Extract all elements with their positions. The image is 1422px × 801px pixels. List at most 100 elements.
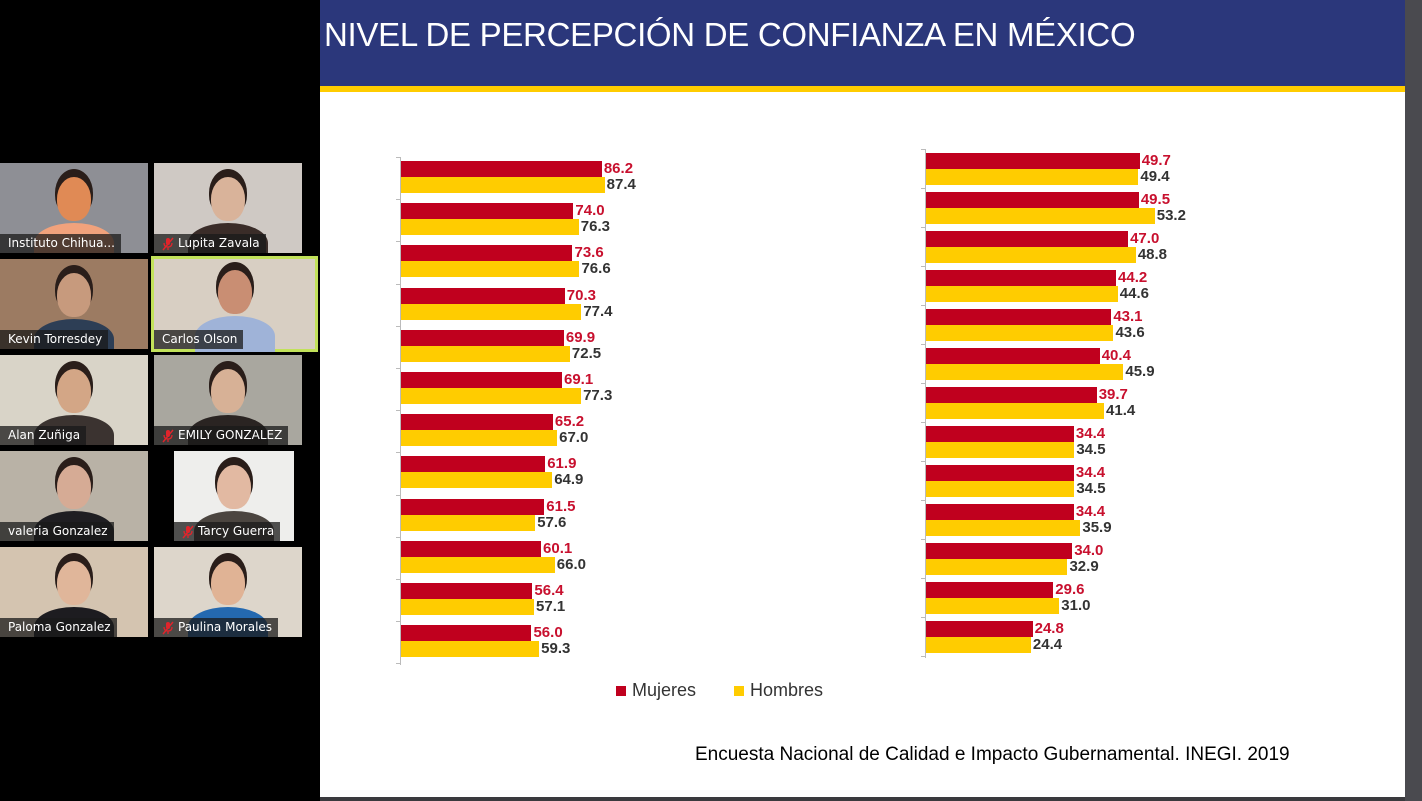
bar-hombres — [926, 403, 1105, 419]
bar-mujeres — [926, 426, 1074, 442]
data-label-hombres: 59.3 — [541, 640, 571, 658]
participant-tile[interactable]: Paloma Gonzalez — [0, 547, 148, 637]
participant-gallery: Instituto Chihua... Lupita Zavala Kevin To… — [0, 0, 320, 801]
bar-hombres — [926, 481, 1075, 497]
data-label-hombres: 64.9 — [554, 471, 584, 489]
bar-mujeres — [401, 203, 574, 220]
participant-name: Paulina Morales — [178, 620, 273, 634]
chart-legend: Mujeres Hombres — [616, 680, 823, 701]
participant-tile[interactable]: EMILY GONZALEZ — [154, 355, 302, 445]
bar-mujeres — [401, 625, 532, 642]
panel-1-axis-tick — [396, 494, 400, 496]
panel-2-axis-tick — [921, 500, 925, 501]
panel-2-axis-tick — [921, 539, 925, 540]
panel-2-axis-tick — [921, 422, 925, 423]
participant-name-label: Paloma Gonzalez — [0, 618, 117, 637]
participant-name: Paloma Gonzalez — [8, 620, 111, 634]
header-accent-line — [320, 86, 1405, 92]
slide-title: NIVEL DE PERCEPCIÓN DE CONFIANZA EN MÉXI… — [324, 16, 1136, 53]
bar-hombres — [926, 637, 1031, 653]
participant-tile[interactable]: Carlos Olson — [151, 256, 318, 352]
panel-2-axis-tick — [921, 344, 925, 345]
panel-2-axis-tick — [921, 149, 925, 150]
data-label-hombres: 44.6 — [1119, 285, 1149, 302]
participant-name-label: Instituto Chihua... — [0, 234, 121, 253]
data-label-mujeres: 73.6 — [574, 244, 604, 262]
data-label-mujeres: 34.4 — [1075, 503, 1106, 520]
bar-mujeres — [401, 161, 602, 177]
data-label-hombres: 76.3 — [580, 218, 610, 236]
slide-header-bar: NIVEL DE PERCEPCIÓN DE CONFIANZA EN MÉXI… — [320, 0, 1405, 86]
participant-name-label: Alan Zuñiga — [0, 426, 87, 445]
shared-screen-slide: NIVEL DE PERCEPCIÓN DE CONFIANZA EN MÉXI… — [320, 0, 1405, 801]
participant-tile[interactable]: Lupita Zavala — [154, 163, 302, 253]
participant-video-face — [211, 561, 245, 605]
participant-name-label: Kevin Torresdey — [0, 330, 109, 349]
bar-mujeres — [926, 465, 1074, 481]
data-label-mujeres: 24.8 — [1034, 620, 1064, 637]
participant-tile[interactable]: Paulina Morales — [154, 547, 302, 637]
panel-1-axis-tick — [396, 157, 400, 158]
data-label-hombres: 43.6 — [1115, 324, 1145, 341]
panel-1-axis-tick — [396, 452, 400, 454]
bar-mujeres — [926, 192, 1139, 208]
data-label-hombres: 32.9 — [1069, 558, 1099, 575]
panel-2-axis-tick — [921, 578, 925, 579]
bar-hombres — [926, 442, 1075, 458]
participant-tile[interactable]: Instituto Chihua... — [0, 163, 148, 253]
participant-video-face — [217, 465, 251, 509]
data-label-mujeres: 61.5 — [546, 497, 576, 515]
panel-2-axis — [925, 149, 926, 658]
panel-2-axis-tick — [921, 227, 925, 228]
participant-tile[interactable]: Kevin Torresdey — [0, 259, 148, 349]
data-label-hombres: 72.5 — [571, 344, 602, 362]
participant-name: Tarcy Guerra — [198, 524, 275, 538]
data-label-mujeres: 69.1 — [564, 371, 594, 388]
participant-name: valeria Gonzalez — [8, 524, 108, 538]
data-label-mujeres: 44.2 — [1118, 269, 1148, 286]
bar-mujeres — [926, 270, 1117, 286]
bar-hombres — [401, 303, 582, 320]
panel-1-axis-tick — [396, 536, 400, 538]
bar-mujeres — [926, 543, 1073, 559]
bar-hombres — [926, 169, 1139, 185]
data-label-mujeres: 74.0 — [575, 202, 605, 220]
participant-tile[interactable]: Tarcy Guerra — [174, 451, 294, 541]
window-bottom-edge — [320, 797, 1405, 801]
slide-source-citation: Encuesta Nacional de Calidad e Impacto G… — [695, 744, 1290, 765]
bar-mujeres — [926, 231, 1129, 247]
data-label-hombres: 53.2 — [1156, 207, 1186, 224]
data-label-hombres: 35.9 — [1082, 519, 1112, 536]
participant-name: Alan Zuñiga — [8, 428, 81, 442]
muted-mic-icon — [182, 525, 194, 539]
data-label-mujeres: 39.7 — [1098, 386, 1128, 403]
participant-video-face — [211, 177, 245, 221]
data-label-mujeres: 86.2 — [603, 160, 634, 177]
participant-name-label: Paulina Morales — [154, 618, 279, 637]
window-edge — [1405, 0, 1422, 801]
data-label-mujeres: 49.7 — [1141, 152, 1171, 169]
bar-hombres — [401, 345, 570, 362]
participant-name-label: Lupita Zavala — [154, 234, 266, 253]
participant-tile[interactable]: Alan Zuñiga — [0, 355, 148, 445]
data-label-mujeres: 56.4 — [534, 582, 564, 599]
participant-video-face — [57, 177, 91, 221]
data-label-hombres: 34.5 — [1076, 480, 1106, 497]
data-label-mujeres: 49.5 — [1140, 191, 1171, 208]
participant-tile[interactable]: valeria Gonzalez — [0, 451, 148, 541]
legend-label-hombres: Hombres — [750, 680, 824, 700]
data-label-mujeres: 65.2 — [554, 413, 585, 431]
bar-mujeres — [401, 498, 545, 515]
legend-swatch-hombres — [734, 685, 745, 696]
panel-2-axis-tick — [921, 656, 925, 657]
legend-swatch-mujeres — [616, 685, 626, 696]
panel-1-axis-tick — [396, 283, 400, 285]
bar-mujeres — [401, 456, 546, 473]
data-label-mujeres: 29.6 — [1055, 581, 1085, 598]
data-label-hombres: 45.9 — [1125, 363, 1155, 380]
data-label-hombres: 31.0 — [1061, 597, 1091, 614]
participant-name: Instituto Chihua... — [8, 236, 115, 250]
participant-name: Kevin Torresdey — [8, 332, 103, 346]
data-label-hombres: 66.0 — [556, 555, 586, 573]
bar-hombres — [401, 219, 579, 236]
